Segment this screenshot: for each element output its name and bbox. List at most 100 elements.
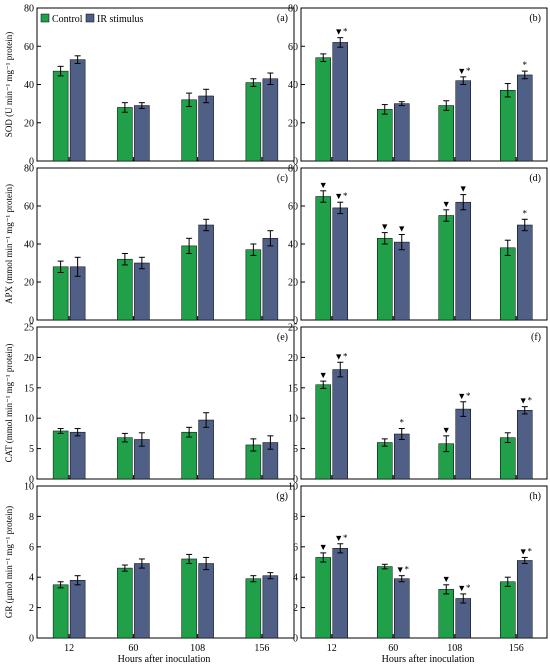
y-tick-label: 0 bbox=[29, 316, 34, 327]
y-tick-label: 0 bbox=[29, 157, 34, 168]
bar-ir-108 bbox=[198, 95, 214, 162]
bar-ir-108 bbox=[198, 419, 214, 480]
significance-triangle: ▼ bbox=[334, 27, 343, 37]
y-tick-label: 10 bbox=[24, 482, 34, 493]
y-tick-label: 25 bbox=[288, 323, 298, 334]
panel-label: (a) bbox=[277, 13, 288, 24]
bar-control-156 bbox=[500, 247, 516, 321]
bar-control-12 bbox=[315, 196, 331, 321]
panel-label: (b) bbox=[529, 13, 541, 24]
y-tick-label: 6 bbox=[293, 542, 298, 553]
bar-control-156 bbox=[500, 437, 516, 480]
bar-ir-60 bbox=[394, 578, 410, 639]
bar-control-108 bbox=[181, 99, 197, 162]
significance-asterisk: * bbox=[523, 208, 528, 218]
y-tick-label: 0 bbox=[29, 634, 34, 645]
panel-3: 0 20 40 60 80 APX (mmol min⁻¹ mg⁻¹ protein) (c… bbox=[4, 164, 295, 327]
significance-triangle: ▼ bbox=[442, 199, 451, 209]
bar-control-12 bbox=[52, 266, 69, 321]
significance-asterisk: * bbox=[466, 583, 471, 593]
x-tick-label: 12 bbox=[64, 643, 74, 654]
significance-asterisk: * bbox=[405, 565, 410, 575]
bar-control-108 bbox=[438, 215, 454, 321]
y-tick-label: 0 bbox=[29, 475, 34, 486]
legend-label-ir: IR stimulus bbox=[97, 14, 144, 25]
y-tick-label: 4 bbox=[293, 573, 298, 584]
panel-label: (g) bbox=[276, 491, 288, 502]
x-tick-label: 12 bbox=[327, 643, 337, 654]
y-tick-label: 5 bbox=[293, 444, 298, 455]
significance-asterisk: * bbox=[343, 351, 348, 361]
y-tick-label: 10 bbox=[288, 482, 298, 493]
bar-ir-12 bbox=[332, 42, 348, 162]
bar-ir-12 bbox=[332, 369, 348, 480]
bar-ir-156 bbox=[262, 78, 279, 162]
bar-control-12 bbox=[52, 70, 69, 162]
bar-ir-156 bbox=[517, 224, 533, 321]
bar-ir-60 bbox=[394, 433, 410, 480]
bar-control-108 bbox=[181, 245, 197, 321]
y-tick-label: 60 bbox=[24, 42, 34, 53]
bar-control-108 bbox=[438, 105, 454, 162]
y-tick-label: 0 bbox=[293, 316, 298, 327]
significance-triangle: ▼ bbox=[459, 184, 468, 194]
significance-triangle: ▼ bbox=[334, 191, 343, 201]
significance-triangle: ▼ bbox=[397, 224, 406, 234]
bar-control-108 bbox=[181, 558, 197, 639]
bar-ir-108 bbox=[455, 201, 471, 321]
significance-asterisk: * bbox=[400, 418, 405, 428]
bar-ir-60 bbox=[134, 105, 150, 162]
significance-triangle: ▼ bbox=[457, 66, 466, 76]
y-tick-label: 15 bbox=[24, 383, 34, 394]
significance-triangle: ▼ bbox=[519, 546, 528, 556]
bar-control-12 bbox=[315, 57, 331, 162]
y-tick-label: 10 bbox=[24, 414, 34, 425]
bar-control-108 bbox=[181, 431, 197, 480]
bar-ir-156 bbox=[262, 575, 279, 639]
y-tick-label: 15 bbox=[288, 383, 298, 394]
x-axis-title-right: Hours after inoculation bbox=[382, 654, 475, 665]
x-tick-label: 60 bbox=[128, 643, 138, 654]
x-tick-label: 156 bbox=[254, 643, 269, 654]
y-tick-label: 80 bbox=[288, 164, 298, 175]
panel-label: (e) bbox=[277, 332, 288, 343]
bar-ir-60 bbox=[134, 262, 150, 321]
bar-ir-60 bbox=[394, 241, 410, 321]
x-tick-label: 156 bbox=[509, 643, 524, 654]
panel-5: 0 5 10 15 20 25 CAT (mmol min⁻¹ mg⁻¹ protein) (… bbox=[4, 323, 295, 486]
y-tick-label: 80 bbox=[24, 4, 34, 15]
significance-triangle: ▼ bbox=[396, 565, 405, 575]
significance-asterisk: * bbox=[523, 60, 528, 70]
x-tick-label: 108 bbox=[447, 643, 462, 654]
significance-asterisk: * bbox=[343, 191, 348, 201]
bar-control-156 bbox=[500, 581, 516, 639]
y-tick-label: 20 bbox=[288, 118, 298, 129]
y-tick-label: 20 bbox=[288, 353, 298, 364]
y-tick-label: 80 bbox=[24, 164, 34, 175]
y-tick-label: 60 bbox=[288, 202, 298, 213]
bar-ir-156 bbox=[262, 238, 279, 321]
significance-triangle: ▼ bbox=[319, 180, 328, 190]
y-axis-title: GR (μmol min⁻¹ mg⁻¹ protein) bbox=[4, 506, 14, 618]
y-tick-label: 5 bbox=[29, 444, 34, 455]
plot-frame bbox=[36, 485, 295, 639]
legend-swatch-ir bbox=[85, 13, 95, 23]
y-tick-label: 0 bbox=[293, 634, 298, 645]
y-tick-label: 0 bbox=[293, 157, 298, 168]
panel-7: 0 2 4 6 8 10 GR (μmol min⁻¹ mg⁻¹ protein) (g) 12… bbox=[4, 482, 295, 654]
panel-1: 0 20 40 60 80 SOD (U min⁻¹ mg⁻¹ protein) (a) bbox=[4, 4, 295, 168]
significance-triangle: ▼ bbox=[442, 574, 451, 584]
bar-ir-108 bbox=[455, 598, 471, 639]
y-axis-title: CAT (mmol min⁻¹ mg⁻¹ protein) bbox=[4, 344, 14, 463]
panel-label: (h) bbox=[529, 491, 541, 502]
bar-ir-156 bbox=[517, 410, 533, 480]
y-tick-label: 6 bbox=[29, 542, 34, 553]
significance-triangle: ▼ bbox=[442, 425, 451, 435]
x-axis-title-left: Hours after inoculation bbox=[118, 654, 211, 665]
